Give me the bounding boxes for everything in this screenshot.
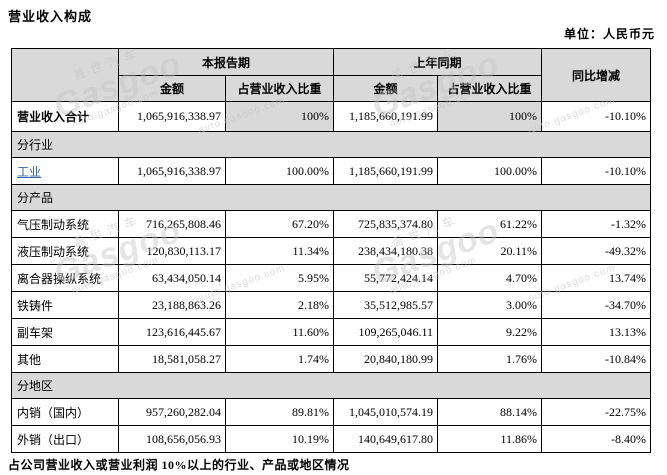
table-row: 液压制动系统 120,830,113.17 11.34% 238,434,180.38… xyxy=(11,237,652,265)
table-row: 营业收入合计 1,065,916,338.97 100% 1,185,660,191.… xyxy=(11,101,652,132)
current-amount-cell: 957,260,282.04 xyxy=(118,398,226,426)
row-label-cell: 铁铸件 xyxy=(11,291,119,319)
yoy-change-cell: -10.10% xyxy=(541,157,652,185)
current-amount-cell: 1,065,916,338.97 xyxy=(118,157,226,185)
prior-amount-cell: 55,772,424.14 xyxy=(333,264,439,292)
table-row: 气压制动系统 716,265,808.46 67.20% 725,835,374.80… xyxy=(11,210,652,238)
prior-amount-cell: 109,265,046.11 xyxy=(333,318,439,346)
prior-pct-cell: 88.14% xyxy=(437,398,543,426)
current-pct-cell: 67.20% xyxy=(224,210,335,238)
current-amount-cell: 23,188,863.26 xyxy=(118,291,226,319)
section-label: 分行业 xyxy=(10,131,652,158)
unit-label: 单位：人民币元 xyxy=(563,27,655,41)
table-row: 工业 1,065,916,338.97 100.00% 1,185,660,191.9… xyxy=(11,157,652,185)
prior-amount-cell: 20,840,180.99 xyxy=(333,345,439,373)
table-body: 营业收入合计 1,065,916,338.97 100% 1,185,660,191.… xyxy=(10,101,652,453)
header-current-period: 本报告期 xyxy=(117,48,335,76)
row-label-cell: 副车架 xyxy=(11,318,119,346)
table-row: 其他 18,581,058.27 1.74% 20,840,180.99 1.76% -1… xyxy=(11,345,652,373)
current-pct-cell: 11.60% xyxy=(224,318,335,346)
header-yoy-change: 同比增减 xyxy=(541,48,652,102)
section-label: 分产品 xyxy=(10,184,652,211)
current-pct-cell: 10.19% xyxy=(224,425,335,453)
table-row: 铁铸件 23,188,863.26 2.18% 35,512,985.57 3.00% -… xyxy=(11,291,652,319)
revenue-table-wrap: 本报告期 上年同期 同比增减 金额 占营业收入比重 金额 占营业收入比重 营业收… xyxy=(10,44,652,453)
prior-pct-cell: 4.70% xyxy=(437,264,543,292)
prior-amount-cell: 140,649,617.80 xyxy=(333,425,439,453)
prior-pct-cell: 11.86% xyxy=(437,425,543,453)
row-label-cell: 营业收入合计 xyxy=(11,101,119,132)
table-row: 副车架 123,616,445.67 11.60% 109,265,046.11 9.2… xyxy=(11,318,652,346)
current-amount-cell: 108,656,056.93 xyxy=(118,425,226,453)
section-row: 分产品 xyxy=(10,184,652,211)
current-pct-cell: 100% xyxy=(224,101,335,132)
row-label-cell[interactable]: 工业 xyxy=(11,157,119,185)
current-pct-cell: 100.00% xyxy=(224,157,335,185)
table-row: 内销（国内） 957,260,282.04 89.81% 1,045,010,574.… xyxy=(11,398,652,426)
yoy-change-cell: 13.74% xyxy=(541,264,652,292)
row-label-cell: 内销（国内） xyxy=(11,398,119,426)
current-amount-cell: 716,265,808.46 xyxy=(118,210,226,238)
section-row: 分地区 xyxy=(10,372,652,399)
table-row: 外销（出口） 108,656,056.93 10.19% 140,649,617.80… xyxy=(11,425,652,453)
table-row: 离合器操纵系统 63,434,050.14 5.95% 55,772,424.14 4.… xyxy=(11,264,652,292)
prior-amount-cell: 35,512,985.57 xyxy=(333,291,439,319)
section-label: 分地区 xyxy=(10,372,652,399)
prior-amount-cell: 238,434,180.38 xyxy=(333,237,439,265)
current-amount-cell: 1,065,916,338.97 xyxy=(118,101,226,132)
yoy-change-cell: -34.70% xyxy=(541,291,652,319)
yoy-change-cell: -8.40% xyxy=(541,425,652,453)
header-prior-amount: 金额 xyxy=(333,75,439,102)
revenue-table: 本报告期 上年同期 同比增减 金额 占营业收入比重 金额 占营业收入比重 营业收… xyxy=(10,48,652,453)
current-pct-cell: 2.18% xyxy=(224,291,335,319)
footer-note: 占公司营业收入或营业利润 10%以上的行业、产品或地区情况 xyxy=(8,458,350,472)
yoy-change-cell: -10.84% xyxy=(541,345,652,373)
prior-pct-cell: 100.00% xyxy=(437,157,543,185)
header-current-pct: 占营业收入比重 xyxy=(224,75,335,102)
current-amount-cell: 63,434,050.14 xyxy=(118,264,226,292)
prior-amount-cell: 1,185,660,191.99 xyxy=(333,157,439,185)
current-amount-cell: 120,830,113.17 xyxy=(118,237,226,265)
row-label-cell: 离合器操纵系统 xyxy=(11,264,119,292)
yoy-change-cell: -22.75% xyxy=(541,398,652,426)
header-prior-pct: 占营业收入比重 xyxy=(437,75,543,102)
row-label-cell: 液压制动系统 xyxy=(11,237,119,265)
current-pct-cell: 11.34% xyxy=(224,237,335,265)
prior-pct-cell: 3.00% xyxy=(437,291,543,319)
prior-pct-cell: 9.22% xyxy=(437,318,543,346)
current-amount-cell: 123,616,445.67 xyxy=(118,318,226,346)
header-blank-cell xyxy=(11,48,119,102)
row-label-cell: 外销（出口） xyxy=(11,425,119,453)
prior-amount-cell: 1,185,660,191.99 xyxy=(333,101,439,132)
prior-pct-cell: 1.76% xyxy=(437,345,543,373)
prior-amount-cell: 1,045,010,574.19 xyxy=(333,398,439,426)
prior-amount-cell: 725,835,374.80 xyxy=(333,210,439,238)
prior-pct-cell: 100% xyxy=(437,101,543,132)
yoy-change-cell: -1.32% xyxy=(541,210,652,238)
header-current-amount: 金额 xyxy=(118,75,226,102)
current-pct-cell: 89.81% xyxy=(224,398,335,426)
current-pct-cell: 5.95% xyxy=(224,264,335,292)
current-amount-cell: 18,581,058.27 xyxy=(118,345,226,373)
row-label-cell: 其他 xyxy=(11,345,119,373)
header-prior-period: 上年同期 xyxy=(333,48,543,76)
yoy-change-cell: -10.10% xyxy=(541,101,652,132)
prior-pct-cell: 61.22% xyxy=(437,210,543,238)
current-pct-cell: 1.74% xyxy=(224,345,335,373)
row-label-cell: 气压制动系统 xyxy=(11,210,119,238)
yoy-change-cell: -49.32% xyxy=(541,237,652,265)
prior-pct-cell: 20.11% xyxy=(437,237,543,265)
section-row: 分行业 xyxy=(10,131,652,158)
yoy-change-cell: 13.13% xyxy=(541,318,652,346)
page-title: 营业收入构成 xyxy=(8,9,93,24)
